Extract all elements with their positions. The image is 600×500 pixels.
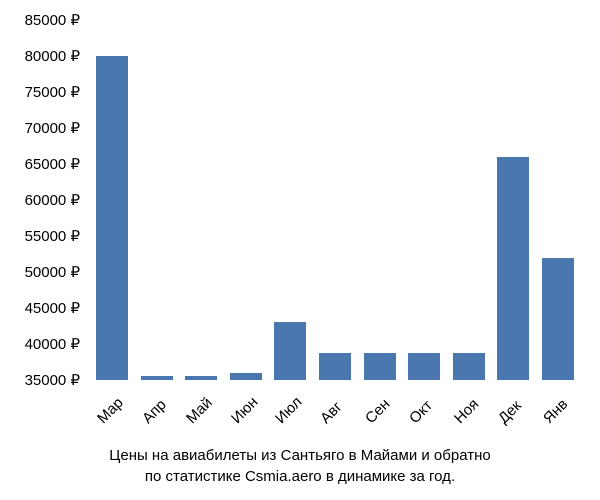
- y-tick-label: 50000 ₽: [25, 263, 80, 281]
- y-axis: 35000 ₽40000 ₽45000 ₽50000 ₽55000 ₽60000…: [0, 20, 85, 380]
- bar: [408, 353, 440, 380]
- x-tick-label: Янв: [540, 396, 571, 427]
- x-tick-label: Июл: [272, 393, 306, 427]
- x-tick-label: Июн: [228, 394, 261, 427]
- bar: [453, 353, 485, 380]
- y-tick-label: 35000 ₽: [25, 371, 80, 389]
- x-tick-label: Мар: [94, 394, 127, 427]
- chart-caption: Цены на авиабилеты из Сантьяго в Майами …: [0, 445, 600, 487]
- y-tick-label: 70000 ₽: [25, 119, 80, 137]
- bar: [230, 373, 262, 380]
- bar: [185, 376, 217, 380]
- bar: [364, 353, 396, 380]
- y-tick-label: 85000 ₽: [25, 11, 80, 29]
- x-tick-label: Ноя: [451, 396, 482, 427]
- y-tick-label: 55000 ₽: [25, 227, 80, 245]
- y-tick-label: 80000 ₽: [25, 47, 80, 65]
- bar: [542, 258, 574, 380]
- y-tick-label: 45000 ₽: [25, 299, 80, 317]
- bar: [274, 322, 306, 380]
- chart-container: 35000 ₽ 40000 ₽ 45000 ₽ 50000 ₽ 55000 ₽ 60000…: [0, 0, 600, 500]
- x-tick-label: Окт: [406, 397, 436, 427]
- bars-group: [90, 20, 580, 380]
- x-tick-label: Сен: [362, 396, 393, 427]
- caption-line-2: по статистике Csmia.aero в динамике за г…: [145, 468, 455, 485]
- x-tick-label: Май: [183, 394, 216, 427]
- x-axis: Мар Апр Май Июн Июл Авг Сен Окт Ноя Дек Янв: [90, 385, 580, 445]
- y-tick-label: 60000 ₽: [25, 191, 80, 209]
- plot-area: [90, 20, 580, 380]
- x-tick-label: Авг: [317, 398, 346, 427]
- x-tick-label: Апр: [139, 396, 170, 427]
- bar: [141, 376, 173, 380]
- caption-line-1: Цены на авиабилеты из Сантьяго в Майами …: [109, 447, 490, 464]
- bar: [96, 56, 128, 380]
- y-tick-label: 65000 ₽: [25, 155, 80, 173]
- bar: [319, 353, 351, 380]
- x-tick-label: Дек: [495, 397, 525, 427]
- y-tick-label: 75000 ₽: [25, 83, 80, 101]
- bar: [497, 157, 529, 380]
- y-tick-label: 40000 ₽: [25, 335, 80, 353]
